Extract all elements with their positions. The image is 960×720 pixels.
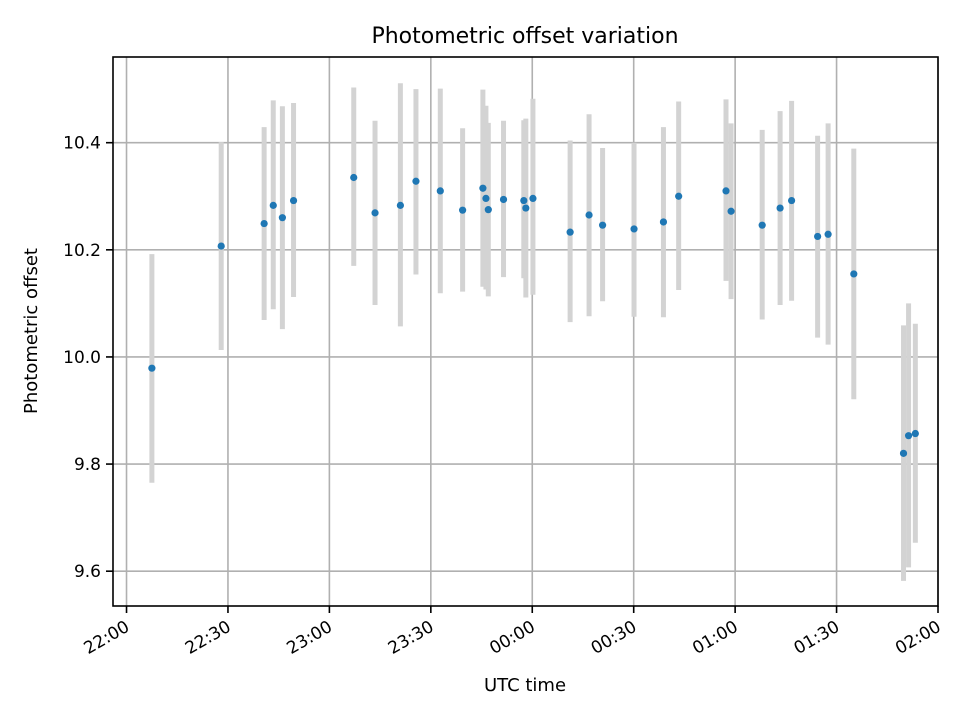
data-point: [269, 201, 277, 209]
data-point: [520, 196, 528, 205]
data-point: [911, 429, 919, 438]
y-tick-label: 10.0: [63, 348, 101, 368]
chart-title: Photometric offset variation: [371, 24, 678, 49]
data-point: [289, 196, 298, 205]
data-point: [598, 221, 607, 229]
data-point: [350, 173, 358, 182]
data-point: [727, 207, 735, 215]
data-point: [814, 232, 822, 241]
x-axis-label: UTC time: [484, 675, 566, 696]
data-point: [899, 449, 908, 457]
data-point: [217, 242, 225, 250]
data-point: [630, 225, 638, 233]
plot-frame: [112, 56, 939, 607]
data-point: [850, 270, 858, 278]
y-tick-label: 10.2: [63, 241, 101, 261]
data-point: [758, 221, 766, 229]
data-point: [824, 230, 832, 238]
data-point: [412, 177, 420, 185]
y-tick-label: 9.8: [74, 455, 101, 475]
y-tick-label: 9.6: [74, 562, 101, 582]
data-point: [396, 201, 404, 209]
data-point: [529, 194, 537, 203]
data-point: [499, 195, 508, 204]
data-point: [482, 194, 490, 203]
data-point: [722, 187, 730, 195]
data-point: [436, 187, 444, 195]
data-point: [904, 432, 913, 440]
data-point: [776, 204, 784, 212]
data-point: [675, 192, 683, 200]
data-point-layer: [148, 173, 919, 457]
y-axis-label: Photometric offset: [21, 248, 42, 414]
data-point: [787, 196, 796, 205]
data-point: [522, 204, 530, 212]
data-point: [659, 218, 668, 226]
y-tick-label: 10.4: [63, 134, 101, 154]
data-point: [585, 211, 593, 219]
data-point: [278, 214, 286, 222]
data-point: [484, 206, 492, 214]
data-point: [566, 228, 574, 236]
y-axis-ticks: 9.6 9.8 10.0 10.2 10.4: [63, 134, 113, 582]
data-point: [371, 209, 379, 217]
data-point: [459, 206, 467, 214]
data-point: [479, 184, 487, 192]
data-point: [148, 364, 156, 372]
data-point: [260, 219, 268, 228]
